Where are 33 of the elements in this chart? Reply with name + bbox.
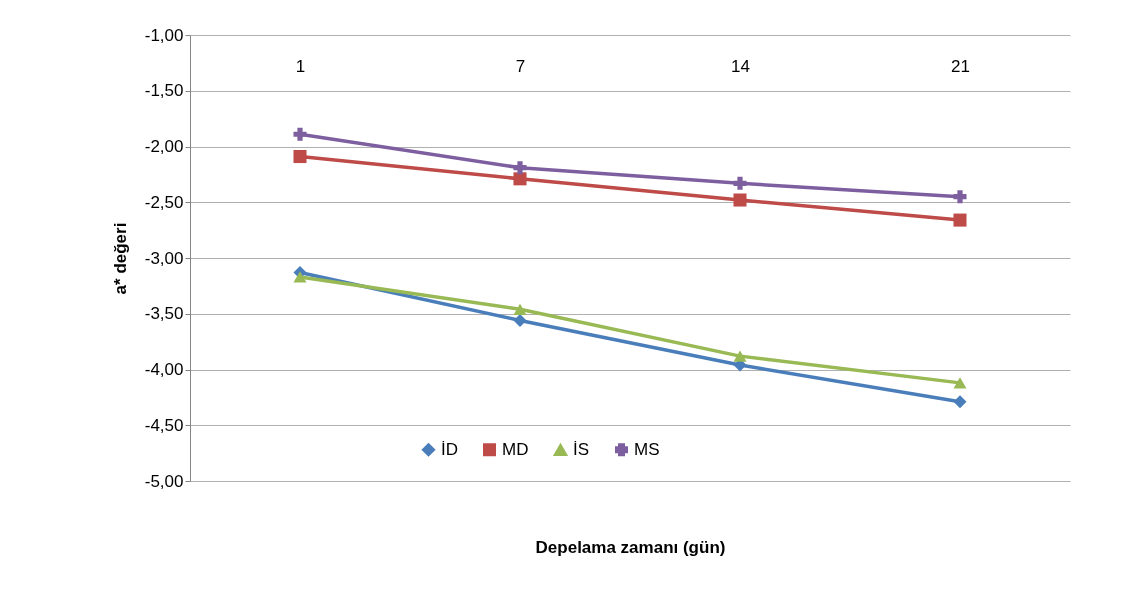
point	[293, 150, 307, 164]
point	[513, 313, 527, 327]
legend-label: MS	[634, 439, 660, 459]
x-axis-title: Depelama zamanı (gün)	[535, 537, 726, 557]
y-axis-title: a* değeri	[110, 222, 130, 295]
point	[953, 395, 967, 409]
point	[733, 350, 747, 362]
y-tick-label: -4,50	[144, 415, 184, 435]
legend-label: İD	[441, 439, 458, 459]
y-tick-label: -1,50	[144, 81, 184, 101]
point	[733, 176, 747, 190]
y-tick-label: -5,00	[144, 471, 184, 491]
legend-label: İS	[573, 440, 590, 460]
point	[953, 190, 967, 204]
point	[293, 271, 307, 283]
y-tick-label: -2,50	[144, 192, 184, 212]
x-tick-label: 7	[515, 56, 526, 76]
point	[953, 377, 967, 389]
y-tick-label: -4,00	[144, 360, 184, 379]
point	[513, 161, 527, 175]
x-tick-label: 1	[295, 56, 306, 76]
y-tick-label: -3,50	[144, 304, 184, 324]
point	[953, 213, 967, 227]
legend-label: MD	[502, 439, 529, 459]
point	[733, 193, 747, 207]
point	[293, 127, 307, 141]
point	[513, 303, 527, 315]
y-tick-label: -2,00	[144, 137, 184, 156]
x-tick-label: 14	[731, 56, 750, 76]
y-tick-label: -1,00	[144, 25, 184, 45]
point	[513, 172, 527, 186]
y-tick-label: -3,00	[144, 248, 184, 268]
x-tick-label: 21	[951, 56, 970, 76]
